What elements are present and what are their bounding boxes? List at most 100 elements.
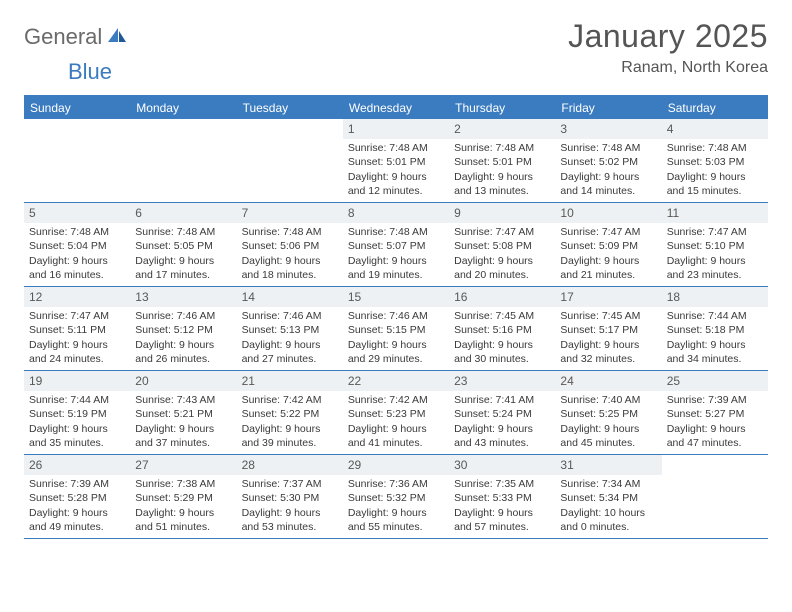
sunset-text: Sunset: 5:01 PM	[454, 155, 550, 169]
sunrise-text: Sunrise: 7:47 AM	[454, 225, 550, 239]
daylight-text: Daylight: 9 hours and 19 minutes.	[348, 254, 444, 282]
day-cell: 25Sunrise: 7:39 AMSunset: 5:27 PMDayligh…	[662, 371, 768, 454]
day-number: 17	[555, 287, 661, 307]
day-info: Sunrise: 7:37 AMSunset: 5:30 PMDaylight:…	[237, 477, 343, 538]
daylight-text: Daylight: 9 hours and 34 minutes.	[667, 338, 763, 366]
sunrise-text: Sunrise: 7:48 AM	[135, 225, 231, 239]
day-cell: 6Sunrise: 7:48 AMSunset: 5:05 PMDaylight…	[130, 203, 236, 286]
daylight-text: Daylight: 9 hours and 21 minutes.	[560, 254, 656, 282]
week-row: 5Sunrise: 7:48 AMSunset: 5:04 PMDaylight…	[24, 203, 768, 287]
daylight-text: Daylight: 10 hours and 0 minutes.	[560, 506, 656, 534]
sail-icon	[106, 26, 128, 49]
day-number: 26	[24, 455, 130, 475]
day-info: Sunrise: 7:44 AMSunset: 5:18 PMDaylight:…	[662, 309, 768, 370]
day-number: 4	[662, 119, 768, 139]
sunrise-text: Sunrise: 7:44 AM	[29, 393, 125, 407]
month-title: January 2025	[568, 18, 768, 55]
sunrise-text: Sunrise: 7:48 AM	[560, 141, 656, 155]
day-info: Sunrise: 7:44 AMSunset: 5:19 PMDaylight:…	[24, 393, 130, 454]
day-info: Sunrise: 7:39 AMSunset: 5:27 PMDaylight:…	[662, 393, 768, 454]
day-number: 9	[449, 203, 555, 223]
sunset-text: Sunset: 5:10 PM	[667, 239, 763, 253]
sunset-text: Sunset: 5:22 PM	[242, 407, 338, 421]
sunrise-text: Sunrise: 7:39 AM	[29, 477, 125, 491]
daylight-text: Daylight: 9 hours and 57 minutes.	[454, 506, 550, 534]
sunset-text: Sunset: 5:13 PM	[242, 323, 338, 337]
logo-text-blue: Blue	[68, 59, 112, 84]
day-number: 31	[555, 455, 661, 475]
day-cell: 18Sunrise: 7:44 AMSunset: 5:18 PMDayligh…	[662, 287, 768, 370]
day-cell: 20Sunrise: 7:43 AMSunset: 5:21 PMDayligh…	[130, 371, 236, 454]
day-info: Sunrise: 7:40 AMSunset: 5:25 PMDaylight:…	[555, 393, 661, 454]
day-number: 25	[662, 371, 768, 391]
sunset-text: Sunset: 5:01 PM	[348, 155, 444, 169]
sunrise-text: Sunrise: 7:46 AM	[242, 309, 338, 323]
sunset-text: Sunset: 5:03 PM	[667, 155, 763, 169]
daylight-text: Daylight: 9 hours and 47 minutes.	[667, 422, 763, 450]
day-number: 28	[237, 455, 343, 475]
day-of-week-label: Friday	[555, 97, 661, 119]
sunrise-text: Sunrise: 7:48 AM	[348, 225, 444, 239]
sunrise-text: Sunrise: 7:40 AM	[560, 393, 656, 407]
day-of-week-header: SundayMondayTuesdayWednesdayThursdayFrid…	[24, 97, 768, 119]
sunrise-text: Sunrise: 7:47 AM	[667, 225, 763, 239]
day-cell: 30Sunrise: 7:35 AMSunset: 5:33 PMDayligh…	[449, 455, 555, 538]
daylight-text: Daylight: 9 hours and 39 minutes.	[242, 422, 338, 450]
sunset-text: Sunset: 5:08 PM	[454, 239, 550, 253]
daylight-text: Daylight: 9 hours and 24 minutes.	[29, 338, 125, 366]
sunrise-text: Sunrise: 7:48 AM	[348, 141, 444, 155]
day-cell: 21Sunrise: 7:42 AMSunset: 5:22 PMDayligh…	[237, 371, 343, 454]
sunset-text: Sunset: 5:09 PM	[560, 239, 656, 253]
sunset-text: Sunset: 5:11 PM	[29, 323, 125, 337]
week-row: 12Sunrise: 7:47 AMSunset: 5:11 PMDayligh…	[24, 287, 768, 371]
sunset-text: Sunset: 5:06 PM	[242, 239, 338, 253]
day-cell: 22Sunrise: 7:42 AMSunset: 5:23 PMDayligh…	[343, 371, 449, 454]
sunset-text: Sunset: 5:21 PM	[135, 407, 231, 421]
daylight-text: Daylight: 9 hours and 13 minutes.	[454, 170, 550, 198]
daylight-text: Daylight: 9 hours and 30 minutes.	[454, 338, 550, 366]
daylight-text: Daylight: 9 hours and 37 minutes.	[135, 422, 231, 450]
day-info: Sunrise: 7:48 AMSunset: 5:01 PMDaylight:…	[343, 141, 449, 202]
day-info: Sunrise: 7:48 AMSunset: 5:07 PMDaylight:…	[343, 225, 449, 286]
logo-sub: Blue	[24, 59, 144, 85]
day-number: 19	[24, 371, 130, 391]
daylight-text: Daylight: 9 hours and 45 minutes.	[560, 422, 656, 450]
day-cell: 28Sunrise: 7:37 AMSunset: 5:30 PMDayligh…	[237, 455, 343, 538]
daylight-text: Daylight: 9 hours and 32 minutes.	[560, 338, 656, 366]
daylight-text: Daylight: 9 hours and 27 minutes.	[242, 338, 338, 366]
daylight-text: Daylight: 9 hours and 23 minutes.	[667, 254, 763, 282]
sunset-text: Sunset: 5:24 PM	[454, 407, 550, 421]
day-number: 13	[130, 287, 236, 307]
sunset-text: Sunset: 5:23 PM	[348, 407, 444, 421]
day-info: Sunrise: 7:48 AMSunset: 5:06 PMDaylight:…	[237, 225, 343, 286]
day-number: 11	[662, 203, 768, 223]
sunrise-text: Sunrise: 7:37 AM	[242, 477, 338, 491]
sunrise-text: Sunrise: 7:39 AM	[667, 393, 763, 407]
daylight-text: Daylight: 9 hours and 17 minutes.	[135, 254, 231, 282]
sunrise-text: Sunrise: 7:48 AM	[29, 225, 125, 239]
day-number: 3	[555, 119, 661, 139]
daylight-text: Daylight: 9 hours and 43 minutes.	[454, 422, 550, 450]
day-number: 30	[449, 455, 555, 475]
sunset-text: Sunset: 5:18 PM	[667, 323, 763, 337]
day-number: 10	[555, 203, 661, 223]
daylight-text: Daylight: 9 hours and 41 minutes.	[348, 422, 444, 450]
daylight-text: Daylight: 9 hours and 55 minutes.	[348, 506, 444, 534]
day-info: Sunrise: 7:46 AMSunset: 5:12 PMDaylight:…	[130, 309, 236, 370]
empty-day-cell	[24, 119, 130, 202]
weeks-container: 1Sunrise: 7:48 AMSunset: 5:01 PMDaylight…	[24, 119, 768, 539]
week-row: 19Sunrise: 7:44 AMSunset: 5:19 PMDayligh…	[24, 371, 768, 455]
day-info: Sunrise: 7:48 AMSunset: 5:01 PMDaylight:…	[449, 141, 555, 202]
day-info: Sunrise: 7:42 AMSunset: 5:22 PMDaylight:…	[237, 393, 343, 454]
day-info: Sunrise: 7:38 AMSunset: 5:29 PMDaylight:…	[130, 477, 236, 538]
daylight-text: Daylight: 9 hours and 15 minutes.	[667, 170, 763, 198]
sunset-text: Sunset: 5:25 PM	[560, 407, 656, 421]
title-block: January 2025 Ranam, North Korea	[568, 18, 768, 77]
sunset-text: Sunset: 5:19 PM	[29, 407, 125, 421]
day-cell: 26Sunrise: 7:39 AMSunset: 5:28 PMDayligh…	[24, 455, 130, 538]
day-cell: 9Sunrise: 7:47 AMSunset: 5:08 PMDaylight…	[449, 203, 555, 286]
day-cell: 7Sunrise: 7:48 AMSunset: 5:06 PMDaylight…	[237, 203, 343, 286]
sunrise-text: Sunrise: 7:45 AM	[560, 309, 656, 323]
day-cell: 19Sunrise: 7:44 AMSunset: 5:19 PMDayligh…	[24, 371, 130, 454]
sunrise-text: Sunrise: 7:43 AM	[135, 393, 231, 407]
